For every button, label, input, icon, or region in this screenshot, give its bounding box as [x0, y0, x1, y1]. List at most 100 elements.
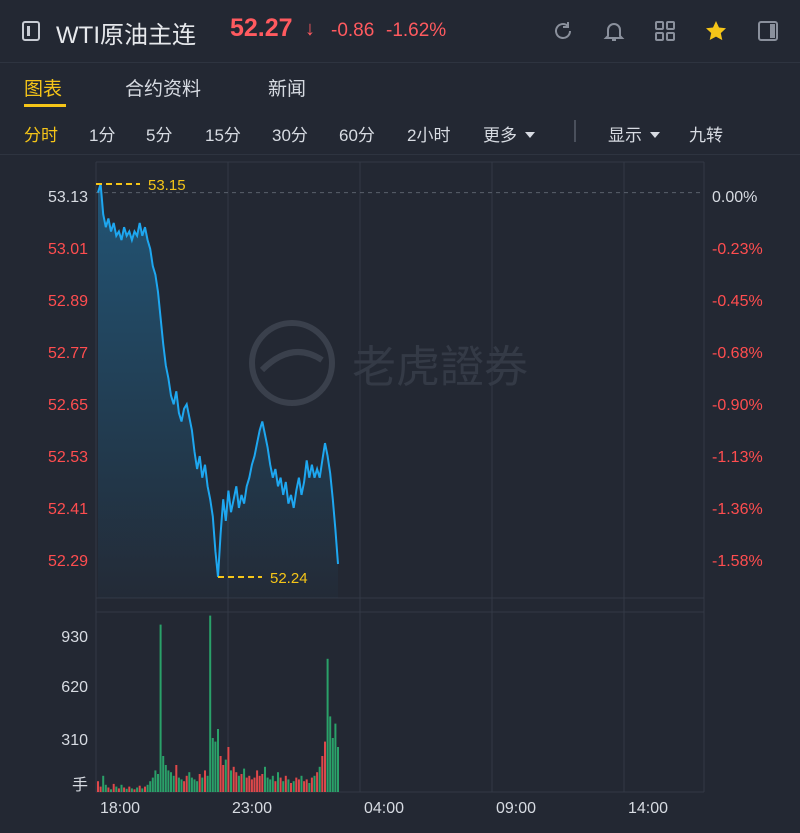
display-label: 显示: [608, 126, 642, 145]
percent-tick-label: -1.13%: [712, 449, 763, 466]
volume-bar: [164, 765, 167, 792]
volume-bar: [138, 785, 141, 792]
time-tick-label: 14:00: [628, 800, 668, 817]
volume-bar: [180, 779, 183, 792]
tab-bar: 图表 合约资料 新闻: [0, 62, 800, 108]
tab-contract-info[interactable]: 合约资料: [125, 79, 202, 100]
price-tick-label: 52.89: [48, 293, 88, 310]
tab-news[interactable]: 新闻: [268, 79, 307, 100]
refresh-icon[interactable]: [551, 19, 575, 43]
price-tick-label: 53.01: [48, 241, 88, 258]
volume-bar: [224, 759, 227, 792]
volume-tick-label: 手: [72, 776, 88, 794]
tab-chart[interactable]: 图表: [24, 79, 63, 100]
volume-bar: [337, 747, 339, 792]
volume-bar: [141, 788, 144, 792]
time-tick-label: 18:00: [100, 800, 140, 817]
percent-tick-label: -1.58%: [712, 553, 763, 570]
percent-tick-label: -1.36%: [712, 501, 763, 518]
bell-icon[interactable]: [602, 19, 626, 43]
volume-bar: [316, 772, 319, 792]
time-tick-label: 09:00: [496, 800, 536, 817]
volume-bar: [151, 777, 154, 792]
volume-bar: [154, 770, 157, 792]
volume-bar: [97, 781, 99, 792]
period-5min[interactable]: 5分: [146, 126, 173, 145]
volume-bar: [193, 779, 196, 792]
volume-bar: [219, 756, 222, 792]
volume-bar: [230, 770, 232, 792]
period-30min[interactable]: 30分: [272, 126, 308, 145]
period-2hour[interactable]: 2小时: [407, 126, 451, 145]
volume-bar: [235, 772, 238, 792]
sidebar-icon[interactable]: [756, 19, 780, 43]
period-60min[interactable]: 60分: [339, 126, 375, 145]
volume-bar: [308, 783, 311, 792]
volume-bar: [104, 784, 107, 792]
high-low-markers: 53.15 52.24: [96, 177, 308, 587]
time-tick-label: 23:00: [232, 800, 272, 817]
volume-bar: [256, 770, 259, 792]
divider: [574, 120, 576, 142]
volume-bar: [115, 786, 118, 792]
instrument-title: WTI原油主连: [56, 22, 196, 49]
percent-axis: 0.00% -0.23% -0.45% -0.68% -0.90% -1.13% -1.36…: [712, 189, 763, 570]
volume-bar: [183, 781, 186, 792]
volume-bar: [313, 775, 316, 792]
volume-bar: [196, 781, 199, 792]
volume-bar: [245, 777, 248, 792]
period-1min[interactable]: 1分: [89, 126, 116, 145]
volume-bar: [321, 756, 324, 792]
star-icon[interactable]: [704, 19, 728, 43]
watermark: 老虎證券: [249, 320, 528, 406]
back-icon[interactable]: [22, 21, 40, 41]
price-axis: 53.13 53.01 52.89 52.77 52.65 52.53 52.41 52.29: [48, 189, 88, 570]
percent-tick-label: -0.23%: [712, 241, 763, 258]
tiger-logo-icon: [249, 320, 335, 406]
volume-bar: [227, 747, 230, 792]
grid-icon[interactable]: [653, 19, 677, 43]
volume-axis: 930 620 310 手: [61, 629, 88, 794]
percent-tick-label: -0.90%: [712, 397, 763, 414]
period-timeshare[interactable]: 分时: [24, 126, 58, 145]
volume-bar: [162, 756, 165, 792]
price-tick-label: 52.77: [48, 345, 88, 362]
volume-bar: [277, 772, 279, 792]
period-15min[interactable]: 15分: [205, 126, 241, 145]
volume-bar: [261, 774, 264, 792]
volume-bar: [117, 788, 120, 792]
price-tick-label: 52.65: [48, 397, 88, 414]
volume-bar: [190, 777, 193, 792]
volume-bar: [112, 783, 115, 792]
volume-bar: [310, 777, 313, 792]
volume-bar: [198, 774, 201, 792]
volume-bar: [177, 777, 180, 792]
volume-bar: [149, 781, 152, 792]
volume-bar: [159, 624, 162, 792]
header-bar: WTI原油主连 52.27 ↓ -0.86 -1.62%: [0, 0, 800, 63]
percent-tick-label: -0.45%: [712, 293, 763, 310]
volume-bar: [318, 766, 321, 792]
nine-turn-toggle[interactable]: 九转: [689, 126, 723, 145]
volume-bar: [209, 615, 212, 792]
time-axis: 18:00 23:00 04:00 09:00 14:00: [100, 800, 668, 817]
price-change-percent: -1.62%: [386, 20, 447, 41]
intraday-chart[interactable]: 老虎證券 53.15 52.24 53.13 53.01 52.89 52.77 52.…: [0, 155, 800, 833]
volume-bar: [136, 787, 139, 792]
volume-bar: [188, 772, 191, 792]
period-more-dropdown[interactable]: 更多: [483, 121, 535, 146]
volume-bar: [329, 716, 332, 792]
price-tick-label: 53.13: [48, 189, 88, 206]
volume-bar: [99, 786, 102, 792]
volume-bar: [331, 738, 334, 792]
volume-tick-label: 620: [61, 679, 88, 696]
volume-bar: [279, 777, 282, 792]
volume-bar: [128, 786, 131, 792]
volume-bar: [204, 770, 206, 792]
volume-bar: [253, 777, 256, 792]
volume-bar: [271, 775, 274, 792]
volume-bar: [130, 788, 133, 792]
volume-bar: [214, 741, 217, 792]
display-dropdown[interactable]: 显示: [608, 121, 660, 146]
volume-bar: [110, 789, 112, 792]
